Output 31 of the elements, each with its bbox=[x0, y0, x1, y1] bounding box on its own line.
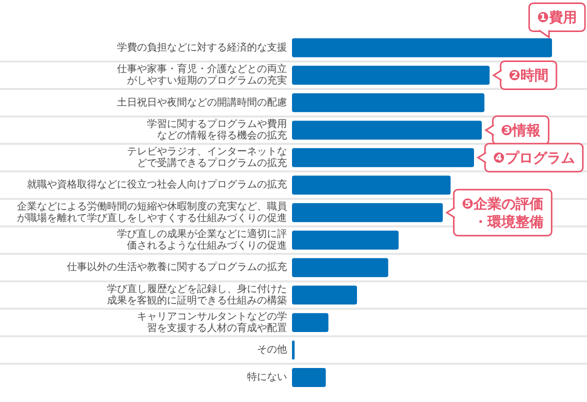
bar bbox=[292, 93, 484, 112]
bar bbox=[292, 230, 399, 250]
y-tick-label: 仕事や家事・育児・介護などとの両立がしやすい短期のプログラムの充実 bbox=[117, 63, 287, 87]
bar bbox=[292, 148, 474, 168]
y-tick-label: 学び直しの成果が企業などに適切に評価されるような仕組みづくりの促進 bbox=[117, 228, 287, 252]
y-tick-label: その他 bbox=[257, 344, 287, 356]
y-tick-label: 学費の負担などに対する経済的な支援 bbox=[117, 41, 287, 54]
bar bbox=[292, 286, 357, 305]
bar bbox=[292, 258, 388, 278]
y-tick-label: 学習に関するプログラムや費用などの情報を得る機会の拡充 bbox=[147, 118, 287, 142]
annotation: ❷時間 bbox=[508, 68, 548, 84]
y-tick-label: テレビやラジオ、インターネットなどで受講できるプログラムの拡充 bbox=[127, 146, 287, 170]
bar bbox=[292, 313, 328, 332]
y-tick-label: 特にない bbox=[247, 371, 287, 384]
y-tick-label: 就職や資格取得などに役立つ社会人向けプログラムの拡充 bbox=[27, 178, 287, 191]
bar bbox=[292, 368, 326, 387]
bar bbox=[292, 38, 552, 58]
annotation: ❶費用 bbox=[537, 10, 577, 26]
y-tick-label: 土日祝日や夜間などの開講時間の配慮 bbox=[117, 96, 287, 108]
annotation: ❹プログラム bbox=[492, 149, 575, 166]
bar bbox=[292, 176, 451, 195]
y-tick-label: 企業などによる労働時間の短縮や休暇制度の充実など、職員が職場を離れて学び直しをしやすくする仕組みづくりの促進 bbox=[17, 200, 287, 224]
bar bbox=[292, 66, 490, 85]
y-tick-label: 仕事以外の生活や教養に関するプログラムの拡充 bbox=[67, 261, 287, 274]
bar bbox=[292, 120, 482, 140]
bar bbox=[292, 203, 443, 222]
y-tick-label: 学び直し履歴などを記録し、身に付けた成果を客観的に証明できる仕組みの構築 bbox=[107, 282, 287, 306]
annotation: ❺企業の評価・環境整備 bbox=[462, 195, 544, 230]
annotation: ❸情報 bbox=[500, 122, 542, 139]
bar bbox=[292, 340, 295, 360]
y-tick-label: キャリアコンサルタントなどの学習を支援する人材の育成や配置 bbox=[137, 310, 287, 334]
